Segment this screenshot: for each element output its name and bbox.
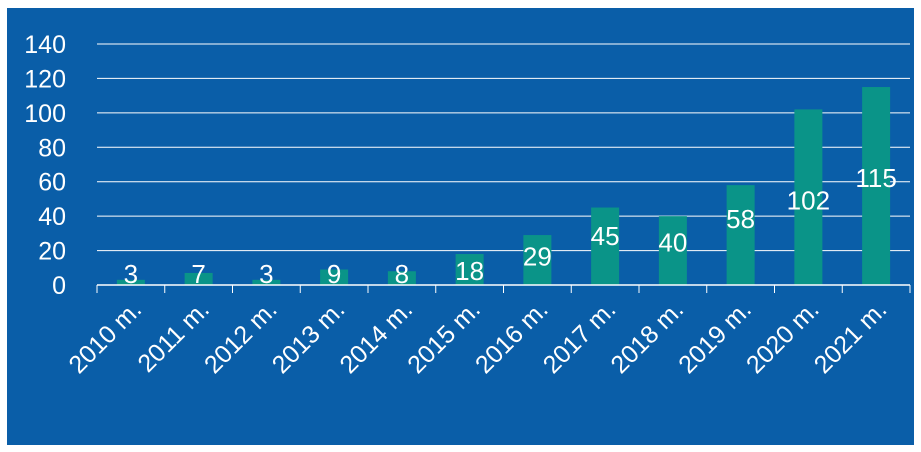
data-label: 58 (726, 204, 755, 234)
data-label: 115 (855, 163, 896, 193)
y-tick-label: 140 (24, 31, 66, 59)
bar (862, 87, 891, 286)
data-label: 45 (591, 221, 620, 251)
bar (658, 216, 687, 285)
data-label: 18 (455, 256, 484, 286)
x-axis (96, 284, 911, 293)
data-label: 7 (191, 259, 205, 289)
bar (523, 235, 552, 285)
bar (455, 254, 484, 285)
bar (794, 109, 823, 286)
data-label: 8 (395, 259, 409, 289)
bar (184, 272, 213, 285)
data-label: 3 (259, 259, 273, 289)
y-tick-label: 40 (38, 203, 66, 231)
bars (116, 87, 891, 286)
y-tick-label: 120 (24, 65, 66, 93)
data-labels: 3 7 3 9 8 18 29 45 40 58 102 115 (124, 163, 897, 289)
bar (320, 269, 349, 285)
bar (252, 279, 281, 285)
bar (591, 207, 620, 285)
chart-background (7, 8, 914, 445)
y-axis-tick-labels: 0 20 40 60 80 100 120 140 (24, 31, 66, 300)
data-label: 102 (787, 185, 830, 215)
y-tick-label: 60 (38, 169, 66, 197)
gridlines (97, 43, 910, 252)
bar (116, 279, 145, 285)
bar (387, 271, 416, 285)
y-tick-label: 100 (24, 100, 66, 128)
y-tick-label: 20 (38, 238, 66, 266)
y-tick-label: 80 (38, 134, 66, 162)
data-label: 40 (658, 227, 687, 257)
data-label: 9 (327, 259, 341, 289)
data-label: 3 (124, 259, 138, 289)
data-label: 29 (523, 242, 552, 272)
y-tick-label: 0 (52, 272, 66, 300)
bar (726, 185, 755, 285)
